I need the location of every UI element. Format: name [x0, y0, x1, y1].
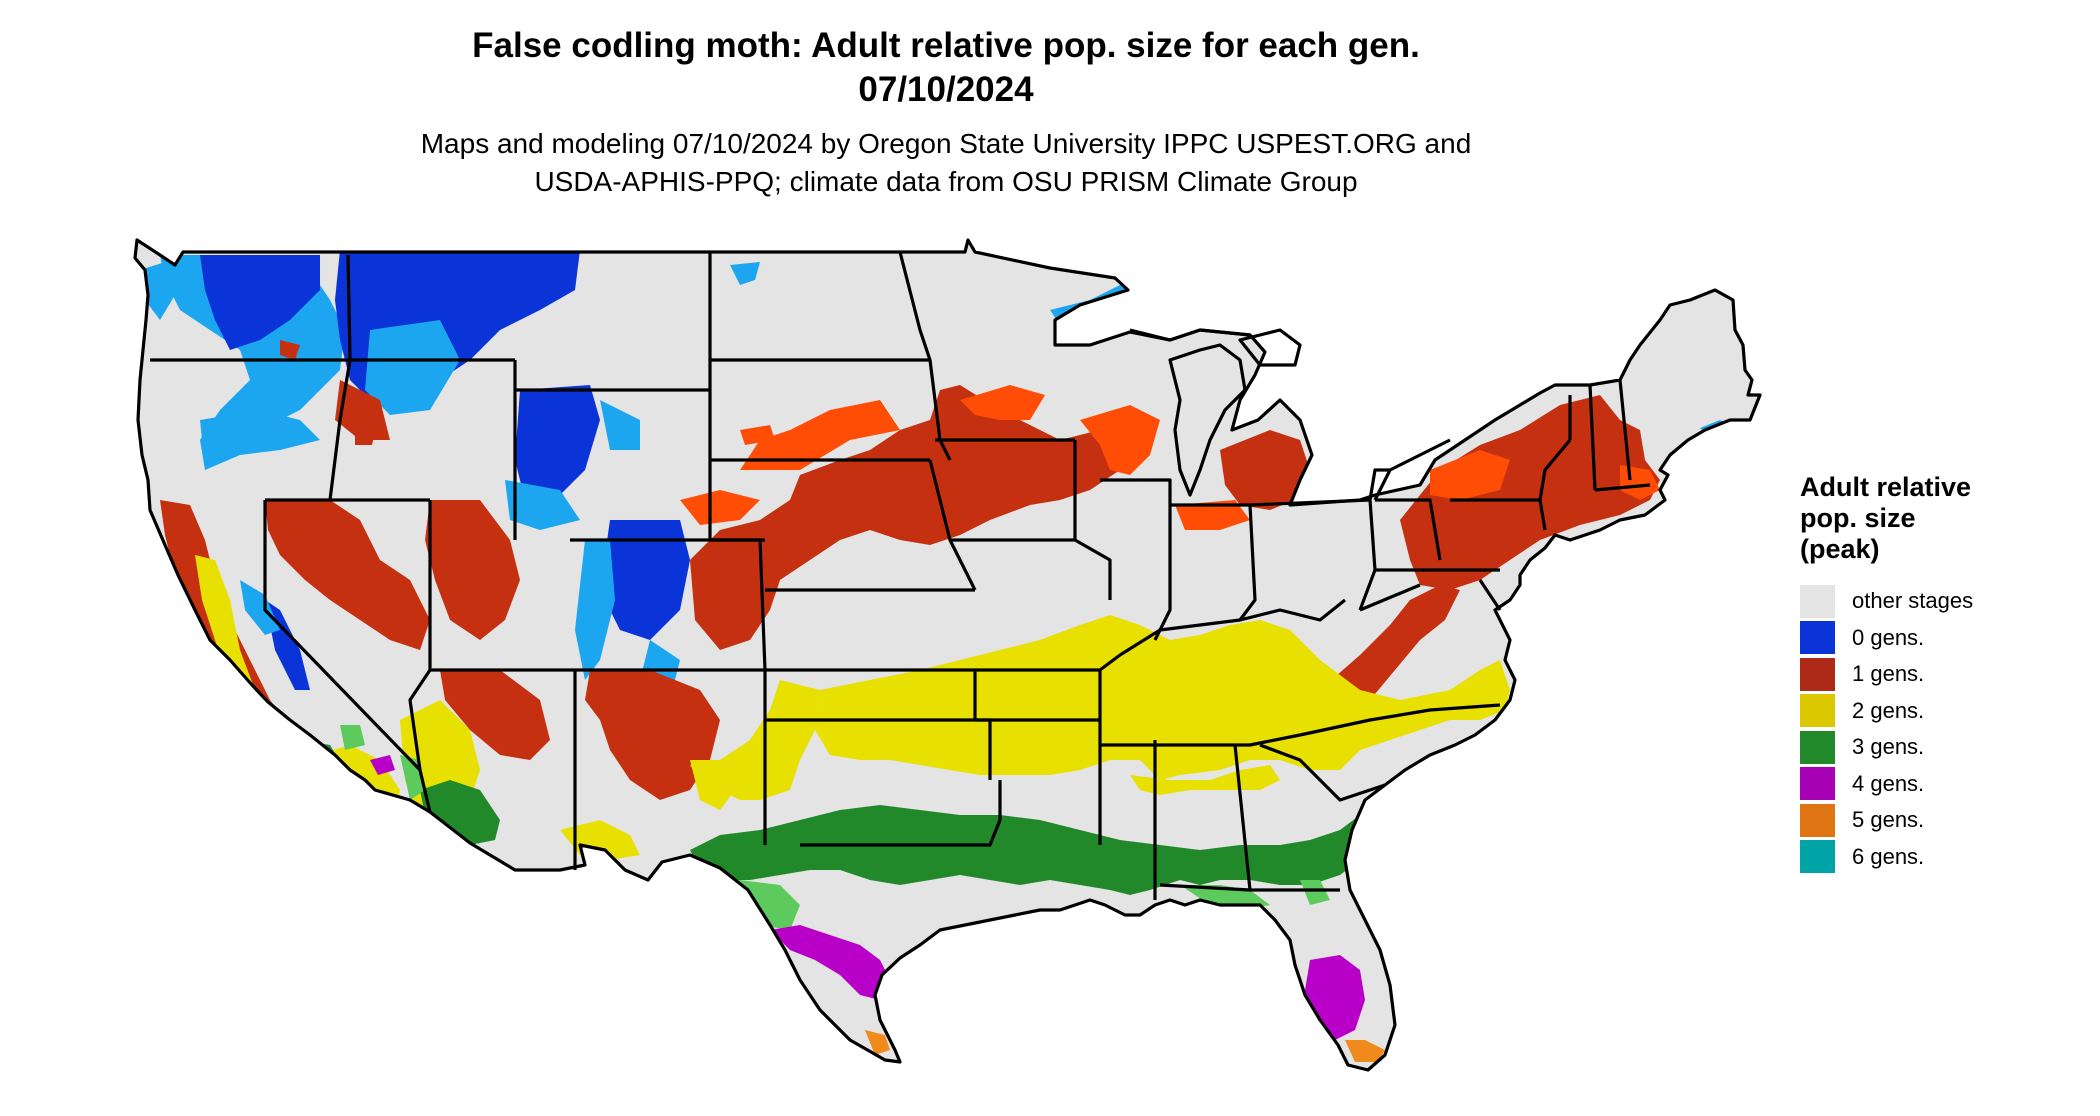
legend-item: 5 gens.	[1800, 802, 2060, 839]
legend-swatch	[1800, 730, 1835, 764]
legend-item: 6 gens.	[1800, 839, 2060, 876]
legend-swatch	[1800, 621, 1835, 655]
legend-label: 5 gens.	[1852, 807, 1925, 833]
legend-swatch	[1800, 657, 1835, 691]
legend-item: 4 gens.	[1800, 766, 2060, 803]
legend-swatch	[1800, 840, 1835, 874]
legend-title-line-3: (peak)	[1800, 534, 1880, 564]
legend-swatch	[1800, 767, 1835, 801]
subtitle-line-1: Maps and modeling 07/10/2024 by Oregon S…	[420, 128, 1472, 159]
legend-label: 4 gens.	[1852, 770, 1925, 796]
legend-item: 2 gens.	[1800, 693, 2060, 730]
legend-title-line-1: Adult relative	[1800, 472, 1972, 502]
legend-label: 1 gens.	[1852, 661, 1925, 687]
legend: Adult relative pop. size (peak) other st…	[1800, 472, 2060, 875]
chart-title: False codling moth: Adult relative pop. …	[472, 26, 1420, 65]
zone-5-gens	[865, 1030, 1385, 1062]
state-borders	[133, 238, 1762, 1072]
legend-label: other stages	[1852, 588, 1974, 614]
legend-title-line-2: pop. size	[1800, 503, 1916, 533]
zone-0-gens	[140, 250, 1730, 705]
chart-date: 07/10/2024	[858, 70, 1034, 109]
legend-label: 6 gens.	[1852, 843, 1925, 869]
legend-item: other stages	[1800, 583, 2060, 620]
legend-label: 3 gens.	[1852, 734, 1925, 760]
legend-label: 0 gens.	[1852, 624, 1925, 650]
subtitle-line-2: USDA-APHIS-PPQ; climate data from OSU PR…	[534, 166, 1358, 197]
legend-item: 0 gens.	[1800, 620, 2060, 657]
legend-swatch	[1800, 803, 1835, 837]
legend-swatch	[1800, 694, 1835, 728]
legend-label: 2 gens.	[1852, 697, 1925, 723]
legend-swatch	[1800, 584, 1835, 618]
legend-title: Adult relative pop. size (peak)	[1800, 472, 2060, 565]
legend-item: 1 gens.	[1800, 656, 2060, 693]
legend-items: other stages 0 gens. 1 gens. 2 gens. 3 gens.…	[1800, 583, 2060, 875]
legend-item: 3 gens.	[1800, 729, 2060, 766]
